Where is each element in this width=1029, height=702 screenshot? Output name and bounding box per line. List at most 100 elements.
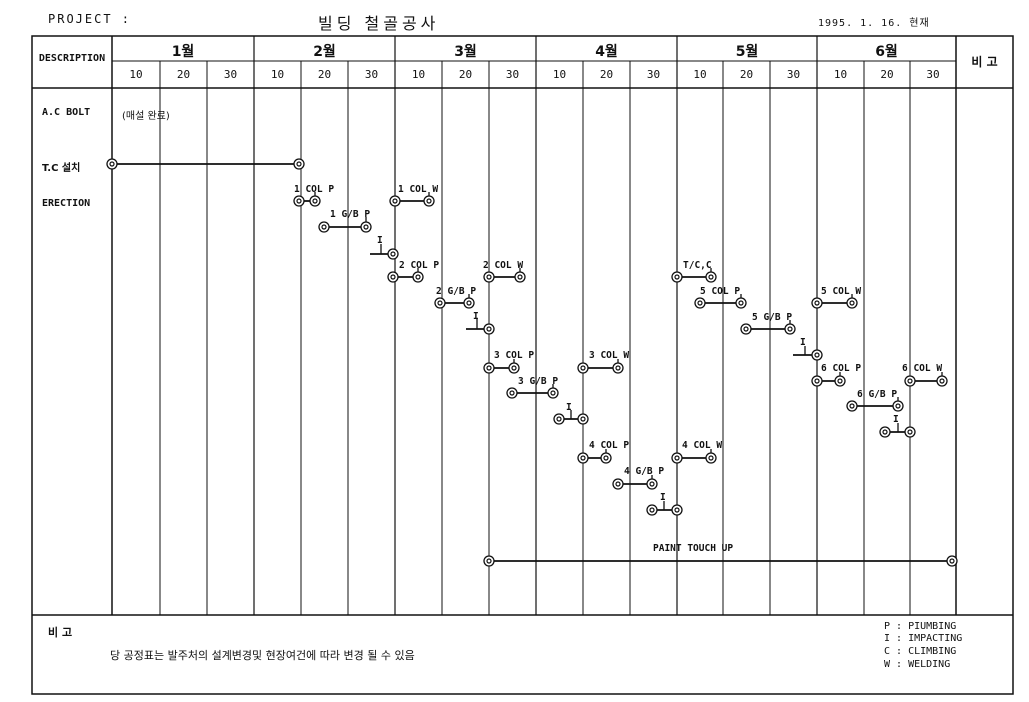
node-marker [387, 271, 399, 283]
status-date: 1995. 1. 16. 현재 [818, 18, 930, 29]
node-marker [506, 387, 518, 399]
day-label: 20 [880, 68, 894, 81]
day-label: 10 [411, 68, 426, 81]
node-marker-inner [109, 161, 115, 167]
node-marker [434, 297, 446, 309]
node-marker-inner [363, 224, 369, 230]
node-marker-inner [949, 558, 955, 564]
node-marker-inner [615, 365, 621, 371]
node-marker [904, 375, 916, 387]
node-marker [705, 271, 717, 283]
day-label: 30 [786, 68, 801, 81]
activity-label: I [660, 492, 666, 503]
node-marker [784, 323, 796, 335]
node-marker [904, 426, 916, 438]
day-label: 10 [270, 68, 285, 81]
node-marker [892, 400, 904, 412]
node-marker-inner [296, 198, 302, 204]
page-title: 빌딩 철골공사 [318, 14, 440, 33]
activity-label: T/C,C [683, 260, 712, 271]
activity-label: 3 COL P [494, 350, 535, 361]
node-marker [705, 452, 717, 464]
node-marker-inner [390, 274, 396, 280]
activity-label: 5 COL W [821, 286, 862, 297]
activity-label: 1 COL P [294, 184, 335, 195]
activity-label: 1 COL W [398, 184, 439, 195]
node-marker [811, 349, 823, 361]
node-marker [811, 375, 823, 387]
node-marker [483, 555, 495, 567]
activity-label: 4 G/B P [624, 466, 665, 477]
node-marker-inner [580, 455, 586, 461]
day-label: 20 [458, 68, 473, 81]
node-marker-inner [580, 365, 586, 371]
node-marker [646, 504, 658, 516]
node-marker-inner [787, 326, 793, 332]
activity-label: 5 G/B P [752, 312, 793, 323]
day-label: 20 [176, 68, 191, 81]
node-marker-inner [615, 481, 621, 487]
node-marker [600, 452, 612, 464]
footer-remarks-label: 비 고 [48, 626, 73, 639]
node-marker-inner [517, 274, 523, 280]
node-marker [508, 362, 520, 374]
node-marker-inner [738, 300, 744, 306]
activity-label: 3 COL W [589, 350, 630, 361]
day-label: 30 [364, 68, 379, 81]
month-2: 2월 [313, 44, 336, 60]
activity-label: 1 G/B P [330, 209, 371, 220]
row-erection: ERECTION [42, 198, 91, 209]
node-marker [671, 452, 683, 464]
activity-label: 6 G/B P [857, 389, 898, 400]
node-marker [577, 362, 589, 374]
node-marker-inner [603, 455, 609, 461]
day-label: 10 [693, 68, 707, 81]
day-label: 20 [599, 68, 614, 81]
activity-label: 3 G/B P [518, 376, 559, 387]
node-marker [846, 297, 858, 309]
footer-remark-text: 당 공정표는 발주처의 설계변경및 현장여건에 따라 변경 될 수 있음 [110, 649, 415, 662]
node-marker-inner [321, 224, 327, 230]
node-marker-inner [415, 274, 421, 280]
node-marker [936, 375, 948, 387]
node-marker [514, 271, 526, 283]
node-marker-inner [895, 403, 901, 409]
day-label: 20 [317, 68, 332, 81]
node-marker [387, 248, 399, 260]
node-marker-inner [708, 274, 714, 280]
day-label: 10 [129, 68, 143, 81]
node-marker-inner [907, 429, 913, 435]
activity-label: I [893, 414, 899, 425]
node-marker-inner [649, 507, 655, 513]
node-marker [879, 426, 891, 438]
node-marker-inner [849, 403, 855, 409]
node-marker [483, 362, 495, 374]
node-marker-inner [674, 507, 680, 513]
node-marker [293, 195, 305, 207]
activity-label: 2 COL W [483, 260, 524, 271]
node-marker-inner [426, 198, 432, 204]
node-marker [360, 221, 372, 233]
activity-label: I [566, 402, 572, 413]
node-marker [463, 297, 475, 309]
node-marker [293, 158, 305, 170]
ac-bolt-note: (매설 완료) [122, 111, 170, 122]
legend-item: W : WELDING [884, 659, 951, 670]
legend-item: I : IMPACTING [884, 633, 963, 644]
month-1: 1월 [171, 44, 195, 60]
node-marker-inner [849, 300, 855, 306]
remarks-header: 비 고 [971, 55, 998, 69]
node-marker-inner [392, 198, 398, 204]
project-label: PROJECT : [48, 12, 132, 26]
activity-label: 6 COL W [902, 363, 943, 374]
month-4: 4월 [595, 44, 618, 60]
month-6: 6월 [875, 44, 898, 60]
node-marker [412, 271, 424, 283]
day-label: 30 [505, 68, 520, 81]
day-label: 10 [833, 68, 848, 81]
node-marker-inner [837, 378, 843, 384]
node-marker [318, 221, 330, 233]
activity-nodes [106, 158, 958, 567]
node-marker-inner [466, 300, 472, 306]
